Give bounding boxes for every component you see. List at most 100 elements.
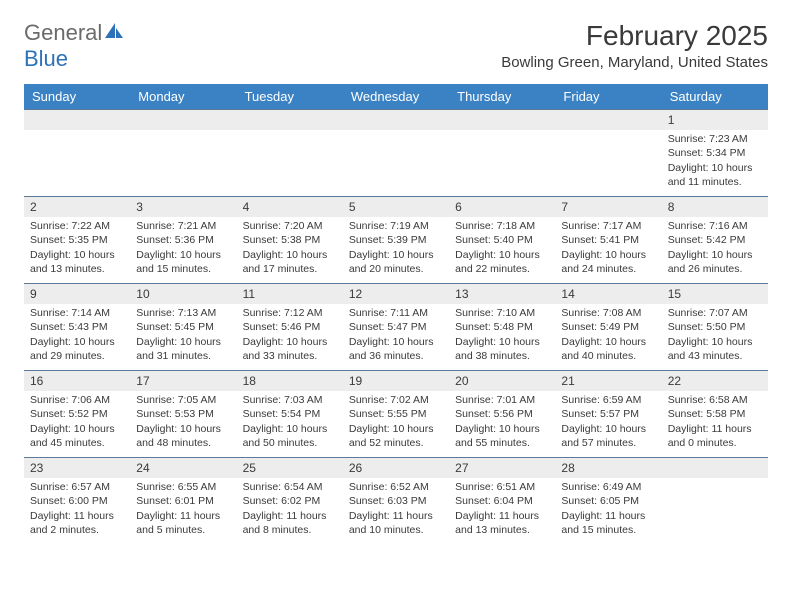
day-line: Sunset: 5:39 PM <box>349 233 443 247</box>
day-line: and 40 minutes. <box>561 349 655 363</box>
day-cell <box>662 458 768 544</box>
day-line: and 43 minutes. <box>668 349 762 363</box>
day-line: Sunset: 6:05 PM <box>561 494 655 508</box>
day-line: Sunrise: 7:10 AM <box>455 306 549 320</box>
day-line: Daylight: 10 hours <box>561 335 655 349</box>
day-line: Sunrise: 6:58 AM <box>668 393 762 407</box>
day-line: Daylight: 10 hours <box>243 422 337 436</box>
day-details: Sunrise: 6:54 AMSunset: 6:02 PMDaylight:… <box>237 478 343 541</box>
day-details: Sunrise: 6:52 AMSunset: 6:03 PMDaylight:… <box>343 478 449 541</box>
day-line: and 29 minutes. <box>30 349 124 363</box>
day-line: Daylight: 10 hours <box>349 335 443 349</box>
day-line: Sunrise: 7:14 AM <box>30 306 124 320</box>
day-line: Sunset: 5:38 PM <box>243 233 337 247</box>
day-line: Sunset: 5:50 PM <box>668 320 762 334</box>
day-line: Sunrise: 7:16 AM <box>668 219 762 233</box>
day-line: and 5 minutes. <box>136 523 230 537</box>
day-line: Sunrise: 6:52 AM <box>349 480 443 494</box>
day-details: Sunrise: 6:49 AMSunset: 6:05 PMDaylight:… <box>555 478 661 541</box>
week-row: 16Sunrise: 7:06 AMSunset: 5:52 PMDayligh… <box>24 370 768 457</box>
day-header-cell: Sunday <box>24 84 130 109</box>
day-line: Sunset: 5:46 PM <box>243 320 337 334</box>
day-cell: 6Sunrise: 7:18 AMSunset: 5:40 PMDaylight… <box>449 197 555 283</box>
day-line: Sunset: 5:55 PM <box>349 407 443 421</box>
day-line: Sunset: 5:56 PM <box>455 407 549 421</box>
day-number: 5 <box>343 197 449 217</box>
day-cell: 27Sunrise: 6:51 AMSunset: 6:04 PMDayligh… <box>449 458 555 544</box>
day-line: Sunrise: 6:51 AM <box>455 480 549 494</box>
day-line: Sunrise: 7:20 AM <box>243 219 337 233</box>
day-line: Daylight: 11 hours <box>30 509 124 523</box>
day-cell: 19Sunrise: 7:02 AMSunset: 5:55 PMDayligh… <box>343 371 449 457</box>
day-line: Sunset: 5:57 PM <box>561 407 655 421</box>
day-line: and 38 minutes. <box>455 349 549 363</box>
day-details: Sunrise: 7:08 AMSunset: 5:49 PMDaylight:… <box>555 304 661 367</box>
day-cell: 20Sunrise: 7:01 AMSunset: 5:56 PMDayligh… <box>449 371 555 457</box>
day-line: Sunset: 5:58 PM <box>668 407 762 421</box>
day-line: Sunrise: 7:21 AM <box>136 219 230 233</box>
logo: GeneralBlue <box>24 20 124 72</box>
day-number: 18 <box>237 371 343 391</box>
day-cell: 10Sunrise: 7:13 AMSunset: 5:45 PMDayligh… <box>130 284 236 370</box>
day-details: Sunrise: 6:55 AMSunset: 6:01 PMDaylight:… <box>130 478 236 541</box>
day-line: and 13 minutes. <box>455 523 549 537</box>
day-number: 9 <box>24 284 130 304</box>
day-line: and 45 minutes. <box>30 436 124 450</box>
day-line: Sunrise: 7:06 AM <box>30 393 124 407</box>
day-line: Daylight: 10 hours <box>136 248 230 262</box>
day-number: 28 <box>555 458 661 478</box>
day-cell: 18Sunrise: 7:03 AMSunset: 5:54 PMDayligh… <box>237 371 343 457</box>
day-details: Sunrise: 7:06 AMSunset: 5:52 PMDaylight:… <box>24 391 130 454</box>
week-row: 9Sunrise: 7:14 AMSunset: 5:43 PMDaylight… <box>24 283 768 370</box>
day-line: Sunrise: 7:01 AM <box>455 393 549 407</box>
day-line: and 52 minutes. <box>349 436 443 450</box>
day-line: Sunrise: 6:57 AM <box>30 480 124 494</box>
day-number: 7 <box>555 197 661 217</box>
day-number: 6 <box>449 197 555 217</box>
day-cell: 4 Sunrise: 7:20 AMSunset: 5:38 PMDaylight… <box>237 197 343 283</box>
day-number <box>130 110 236 130</box>
month-title: February 2025 <box>501 20 768 52</box>
day-header-row: SundayMondayTuesdayWednesdayThursdayFrid… <box>24 84 768 109</box>
day-line: Sunset: 5:34 PM <box>668 146 762 160</box>
week-row: 1Sunrise: 7:23 AMSunset: 5:34 PMDaylight… <box>24 109 768 196</box>
day-details: Sunrise: 6:58 AMSunset: 5:58 PMDaylight:… <box>662 391 768 454</box>
day-details: Sunrise: 7:22 AMSunset: 5:35 PMDaylight:… <box>24 217 130 280</box>
day-cell: 24Sunrise: 6:55 AMSunset: 6:01 PMDayligh… <box>130 458 236 544</box>
day-cell: 26Sunrise: 6:52 AMSunset: 6:03 PMDayligh… <box>343 458 449 544</box>
day-details: Sunrise: 6:51 AMSunset: 6:04 PMDaylight:… <box>449 478 555 541</box>
day-number: 8 <box>662 197 768 217</box>
day-number: 27 <box>449 458 555 478</box>
week-row: 2Sunrise: 7:22 AMSunset: 5:35 PMDaylight… <box>24 196 768 283</box>
day-details: Sunrise: 7:12 AMSunset: 5:46 PMDaylight:… <box>237 304 343 367</box>
day-cell: 7Sunrise: 7:17 AMSunset: 5:41 PMDaylight… <box>555 197 661 283</box>
day-cell: 5Sunrise: 7:19 AMSunset: 5:39 PMDaylight… <box>343 197 449 283</box>
day-line: Sunset: 5:53 PM <box>136 407 230 421</box>
header: GeneralBlue February 2025 Bowling Green,… <box>24 20 768 72</box>
day-details: Sunrise: 7:19 AMSunset: 5:39 PMDaylight:… <box>343 217 449 280</box>
day-number <box>449 110 555 130</box>
day-cell: 21Sunrise: 6:59 AMSunset: 5:57 PMDayligh… <box>555 371 661 457</box>
logo-text-2: Blue <box>24 46 68 71</box>
day-details: Sunrise: 7:13 AMSunset: 5:45 PMDaylight:… <box>130 304 236 367</box>
day-line: Sunrise: 7:19 AM <box>349 219 443 233</box>
day-cell: 23Sunrise: 6:57 AMSunset: 6:00 PMDayligh… <box>24 458 130 544</box>
day-line: Sunrise: 6:49 AM <box>561 480 655 494</box>
day-details: Sunrise: 6:57 AMSunset: 6:00 PMDaylight:… <box>24 478 130 541</box>
day-number: 1 <box>662 110 768 130</box>
day-number: 4 <box>237 197 343 217</box>
day-line: Sunrise: 7:05 AM <box>136 393 230 407</box>
day-number: 11 <box>237 284 343 304</box>
day-line: Daylight: 10 hours <box>136 422 230 436</box>
day-line: Daylight: 10 hours <box>30 422 124 436</box>
day-line: Daylight: 10 hours <box>243 248 337 262</box>
day-line: Daylight: 11 hours <box>561 509 655 523</box>
day-line: and 15 minutes. <box>561 523 655 537</box>
day-number: 3 <box>130 197 236 217</box>
day-number <box>237 110 343 130</box>
day-cell: 3Sunrise: 7:21 AMSunset: 5:36 PMDaylight… <box>130 197 236 283</box>
day-line: Sunrise: 7:18 AM <box>455 219 549 233</box>
day-line: and 11 minutes. <box>668 175 762 189</box>
day-line: and 8 minutes. <box>243 523 337 537</box>
location-text: Bowling Green, Maryland, United States <box>501 54 768 71</box>
